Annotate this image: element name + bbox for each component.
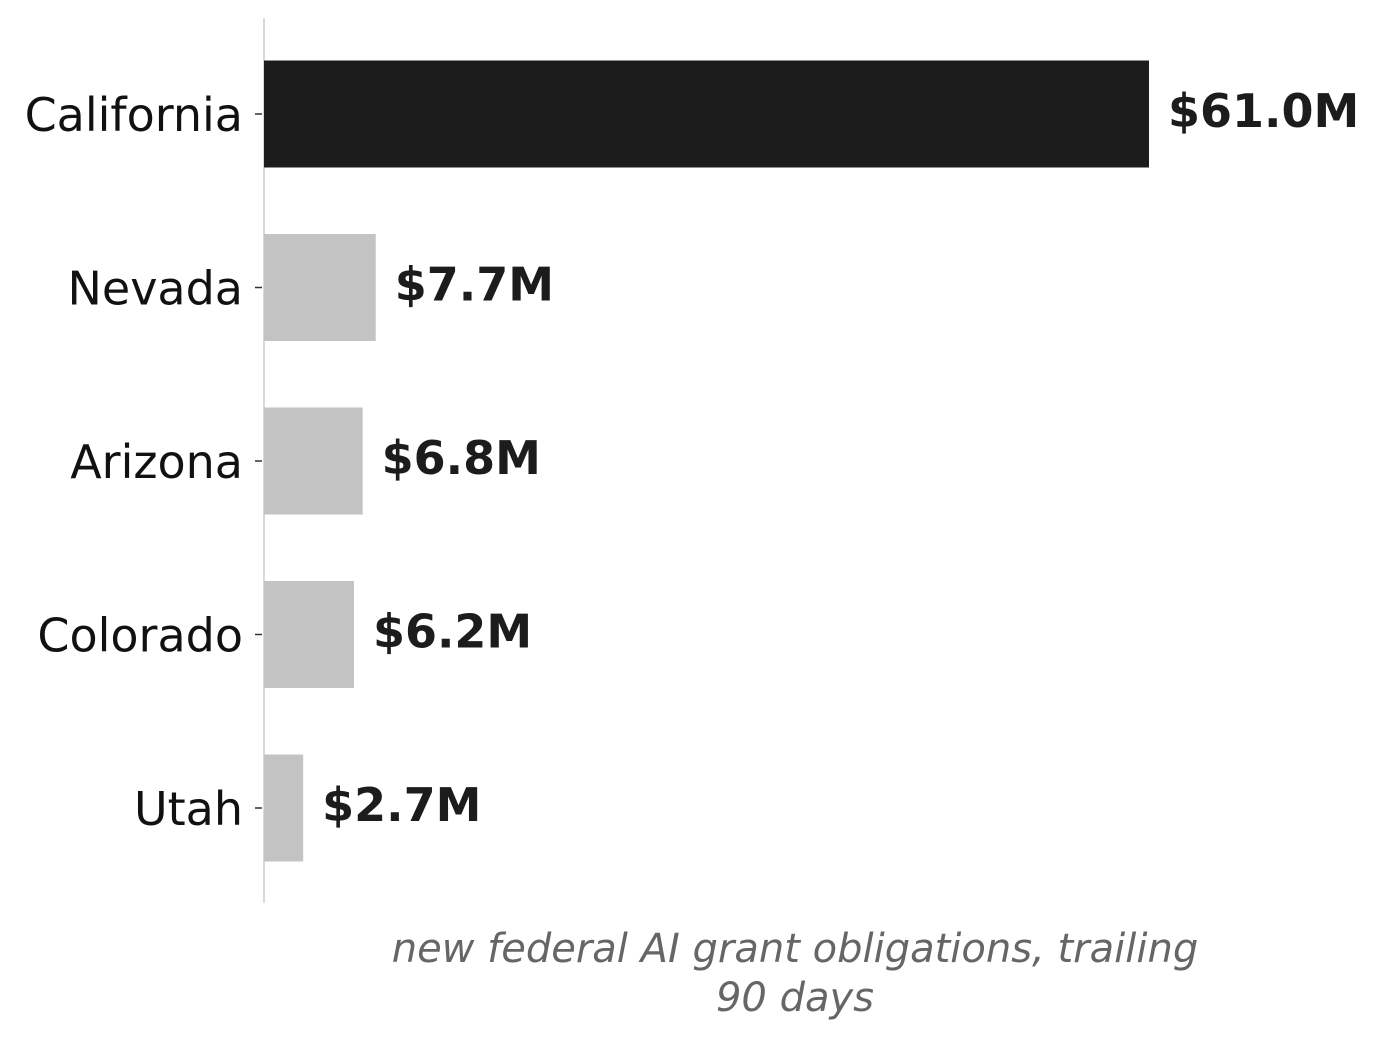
y-ticks-group — [255, 113, 262, 809]
value-label-arizona: $6.8M — [382, 431, 541, 485]
category-label-nevada: Nevada — [67, 262, 243, 316]
value-labels-group: $61.0M $7.7M $6.8M $6.2M $2.7M — [322, 84, 1359, 832]
category-label-arizona: Arizona — [70, 435, 243, 489]
category-label-colorado: Colorado — [37, 609, 243, 663]
category-label-california: California — [25, 88, 243, 142]
value-label-utah: $2.7M — [322, 778, 481, 832]
bars-group — [264, 60, 1149, 862]
x-axis-label-line-2: 90 days — [716, 975, 874, 1021]
value-label-nevada: $7.7M — [395, 258, 554, 312]
value-label-colorado: $6.2M — [373, 605, 532, 659]
bar-california — [264, 60, 1149, 168]
bar-utah — [264, 754, 304, 862]
category-label-utah: Utah — [134, 782, 243, 836]
value-label-california: $61.0M — [1168, 84, 1359, 138]
bar-nevada — [264, 234, 376, 341]
category-labels-group: California Nevada Arizona Colorado Utah — [25, 88, 243, 836]
x-axis-label-line-1: new federal AI grant obligations, traili… — [392, 926, 1198, 972]
bar-arizona — [264, 407, 363, 515]
bar-colorado — [264, 581, 354, 688]
